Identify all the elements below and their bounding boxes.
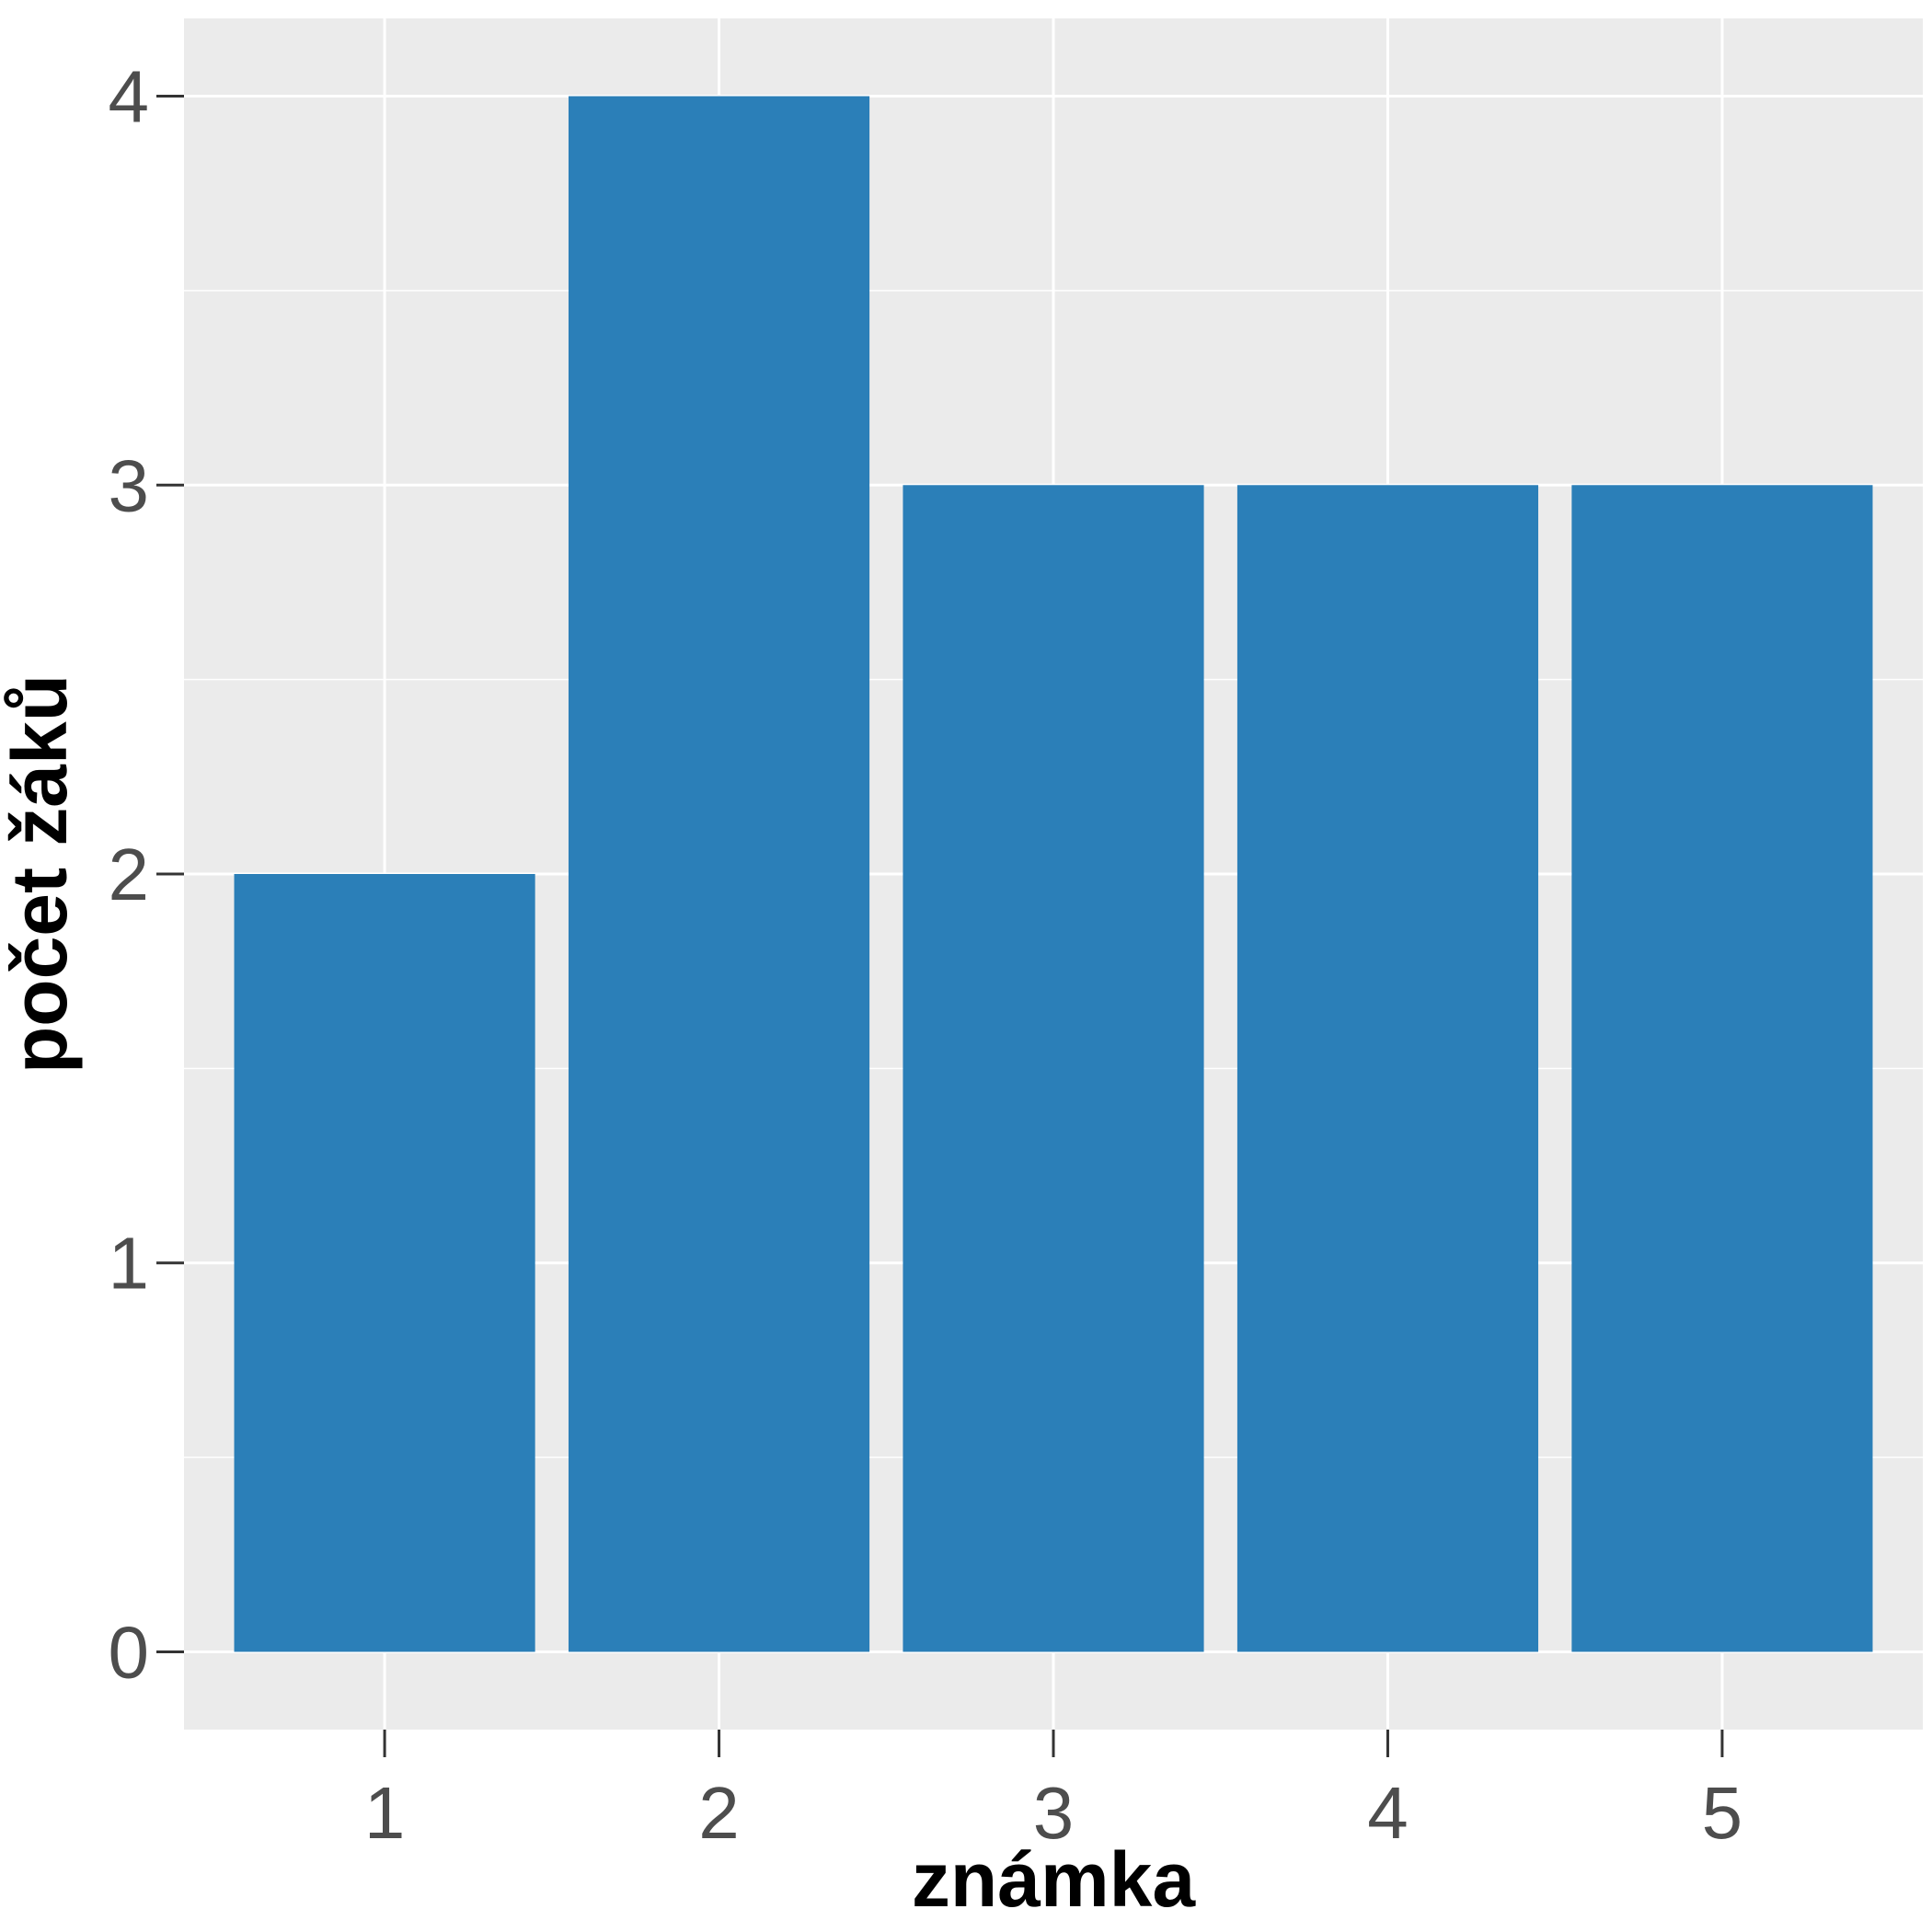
x-tick-label: 4	[1367, 1772, 1409, 1854]
x-tick-label: 2	[698, 1772, 740, 1854]
y-axis-title: počet žáků	[0, 674, 83, 1074]
bars	[234, 96, 1873, 1652]
y-tick-label: 1	[109, 1223, 150, 1305]
y-tick-label: 0	[109, 1611, 150, 1693]
bar	[1236, 485, 1539, 1652]
x-tick-label: 1	[364, 1772, 406, 1854]
bar	[903, 485, 1204, 1652]
bar	[568, 96, 870, 1652]
x-tick-label: 5	[1702, 1772, 1743, 1854]
x-axis: 1 2 3 4 5	[364, 1730, 1742, 1854]
y-tick-label: 4	[109, 56, 150, 138]
y-tick-label: 2	[109, 834, 150, 915]
x-tick-label: 3	[1033, 1772, 1075, 1854]
bar	[1571, 485, 1873, 1652]
y-tick-label: 3	[109, 444, 150, 526]
bar	[234, 874, 535, 1652]
y-axis: 0 1 2 3 4	[109, 56, 184, 1693]
x-axis-title: známka	[912, 1836, 1196, 1923]
